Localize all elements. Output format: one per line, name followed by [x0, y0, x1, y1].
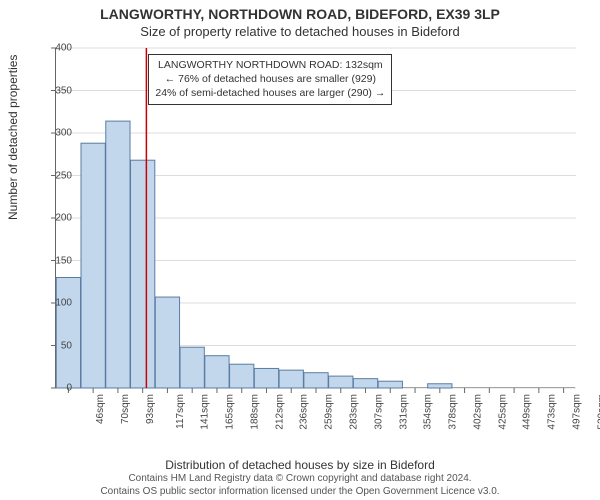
footer-line1: Contains HM Land Registry data © Crown c…: [0, 473, 600, 486]
title-main: LANGWORTHY, NORTHDOWN ROAD, BIDEFORD, EX…: [0, 6, 600, 22]
y-tick-label: 300: [48, 128, 72, 139]
bar: [329, 376, 353, 388]
x-tick-label: 259sqm: [324, 394, 335, 430]
bar: [254, 368, 278, 388]
x-tick-label: 141sqm: [200, 394, 211, 430]
x-tick-label: 473sqm: [547, 394, 558, 430]
bar: [56, 278, 80, 389]
bar: [279, 370, 303, 388]
title-sub: Size of property relative to detached ho…: [0, 24, 600, 39]
bar: [106, 121, 130, 388]
annotation-line2: ← 76% of detached houses are smaller (92…: [155, 72, 385, 86]
y-tick-label: 400: [48, 43, 72, 54]
bar: [428, 384, 452, 388]
x-tick-label: 307sqm: [373, 394, 384, 430]
bar: [81, 143, 105, 388]
chart-container: LANGWORTHY, NORTHDOWN ROAD, BIDEFORD, EX…: [0, 0, 600, 500]
footer: Contains HM Land Registry data © Crown c…: [0, 473, 600, 498]
bar: [131, 160, 155, 388]
x-tick-label: 212sqm: [274, 394, 285, 430]
bar: [304, 373, 328, 388]
x-tick-label: 236sqm: [299, 394, 310, 430]
x-tick-label: 497sqm: [571, 394, 582, 430]
y-tick-label: 100: [48, 298, 72, 309]
annotation-line3: 24% of semi-detached houses are larger (…: [155, 86, 385, 100]
y-tick-label: 50: [48, 340, 72, 351]
bar: [155, 297, 179, 388]
y-tick-label: 0: [48, 383, 72, 394]
bar: [378, 381, 402, 388]
x-tick-label: 70sqm: [120, 394, 131, 424]
x-tick-label: 402sqm: [472, 394, 483, 430]
titles: LANGWORTHY, NORTHDOWN ROAD, BIDEFORD, EX…: [0, 0, 600, 39]
x-tick-label: 449sqm: [522, 394, 533, 430]
annotation-line1: LANGWORTHY NORTHDOWN ROAD: 132sqm: [155, 58, 385, 72]
x-tick-label: 117sqm: [175, 394, 186, 429]
bar: [230, 364, 254, 388]
x-tick-label: 283sqm: [349, 394, 360, 430]
y-tick-label: 250: [48, 170, 72, 181]
x-tick-label: 188sqm: [250, 394, 261, 430]
x-tick-label: 46sqm: [95, 394, 106, 424]
annotation-box: LANGWORTHY NORTHDOWN ROAD: 132sqm ← 76% …: [148, 54, 392, 105]
x-axis-label: Distribution of detached houses by size …: [0, 458, 600, 472]
y-tick-label: 150: [48, 255, 72, 266]
x-tick-label: 331sqm: [398, 394, 409, 430]
x-tick-label: 93sqm: [145, 394, 156, 424]
y-axis-label: Number of detached properties: [6, 55, 20, 220]
x-tick-label: 378sqm: [448, 394, 459, 430]
x-tick-label: 520sqm: [596, 394, 600, 430]
bar: [205, 356, 229, 388]
y-tick-label: 200: [48, 213, 72, 224]
plot-area: LANGWORTHY NORTHDOWN ROAD: 132sqm ← 76% …: [55, 48, 575, 388]
bar: [353, 379, 377, 388]
bar: [180, 347, 204, 388]
x-tick-label: 165sqm: [225, 394, 236, 430]
footer-line2: Contains OS public sector information li…: [0, 486, 600, 499]
x-tick-label: 354sqm: [423, 394, 434, 430]
y-tick-label: 350: [48, 85, 72, 96]
x-tick-label: 425sqm: [497, 394, 508, 430]
